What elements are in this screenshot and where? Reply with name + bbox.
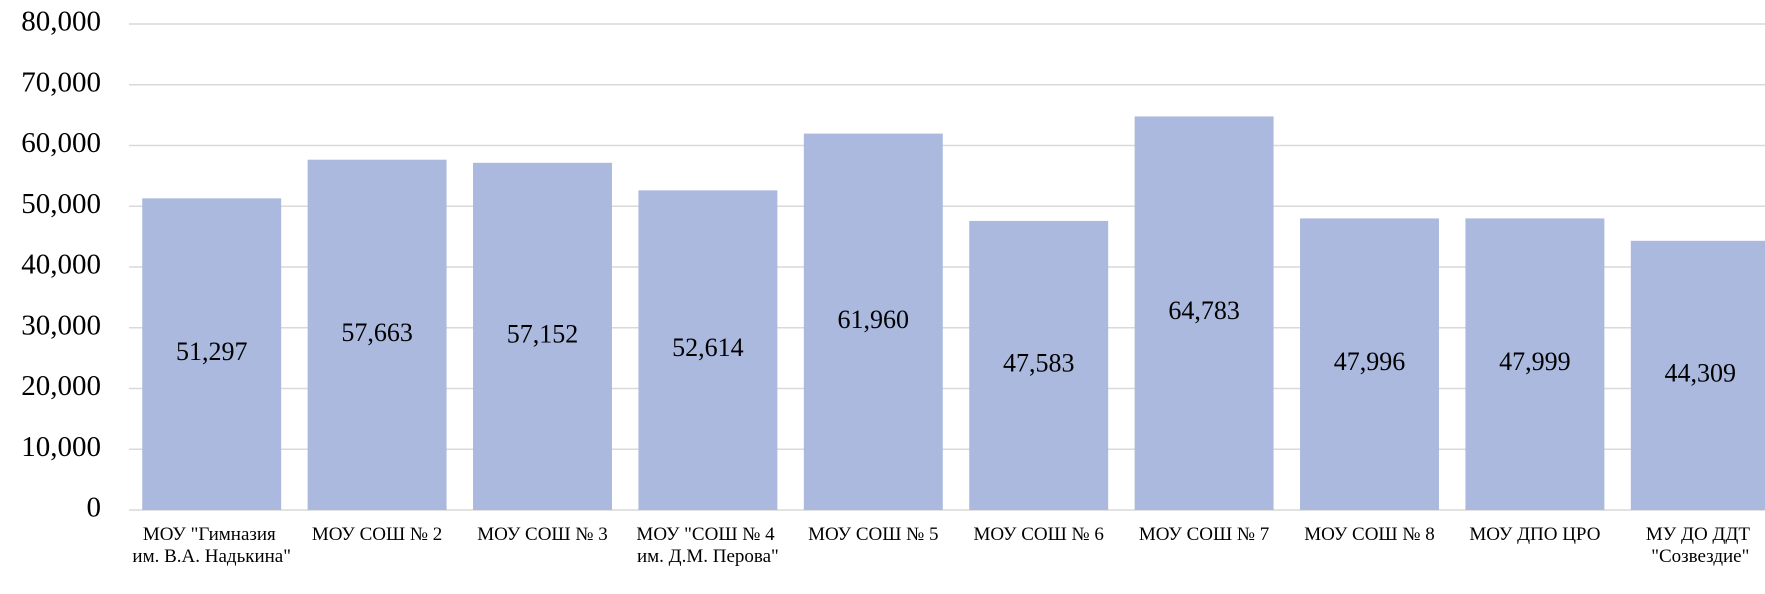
x-tick-label: МОУ СОШ № 5	[808, 524, 938, 545]
x-tick-label: МОУ СОШ № 6	[973, 524, 1103, 545]
y-tick-label: 30,000	[21, 309, 101, 341]
x-tick-label: МУ ДО ДДТ "Созвездие"	[1646, 524, 1755, 567]
y-tick-label: 10,000	[21, 431, 101, 463]
y-tick-label: 20,000	[21, 370, 101, 402]
bar	[1134, 116, 1274, 511]
y-tick-label: 80,000	[21, 6, 101, 38]
data-label: 47,996	[1334, 347, 1406, 376]
x-tick-label: МОУ СОШ № 7	[1139, 524, 1269, 545]
data-label: 64,783	[1168, 296, 1240, 325]
bar	[1465, 218, 1605, 511]
x-tick-label: МОУ ДПО ЦРО	[1469, 524, 1600, 545]
x-tick-label: МОУ "СОШ № 4 им. Д.М. Перова"	[636, 524, 779, 567]
bar	[803, 133, 943, 510]
bar	[142, 198, 282, 510]
data-label: 47,583	[1003, 348, 1075, 377]
x-tick-label: МОУ СОШ № 3	[477, 524, 607, 545]
bar	[969, 220, 1109, 510]
data-label: 52,614	[672, 333, 744, 362]
x-tick-label: МОУ "Гимназия им. В.А. Надькина"	[132, 524, 291, 567]
y-tick-label: 60,000	[21, 127, 101, 159]
data-label: 57,152	[507, 319, 579, 348]
y-tick-label: 0	[87, 492, 102, 524]
y-tick-label: 70,000	[21, 66, 101, 98]
bar	[473, 162, 612, 510]
x-tick-label: МОУ СОШ № 2	[312, 524, 442, 545]
bar	[638, 190, 778, 511]
y-tick-label: 40,000	[21, 249, 101, 281]
bar	[1630, 240, 1765, 511]
data-label: 47,999	[1499, 347, 1571, 376]
x-tick-label: МОУ СОШ № 8	[1304, 524, 1434, 545]
data-label: 51,297	[176, 337, 248, 366]
y-tick-label: 50,000	[21, 188, 101, 220]
data-label: 61,960	[838, 305, 910, 334]
bar	[1300, 218, 1439, 510]
data-label: 57,663	[341, 318, 413, 347]
bar	[307, 159, 447, 511]
data-label: 44,309	[1665, 358, 1737, 387]
